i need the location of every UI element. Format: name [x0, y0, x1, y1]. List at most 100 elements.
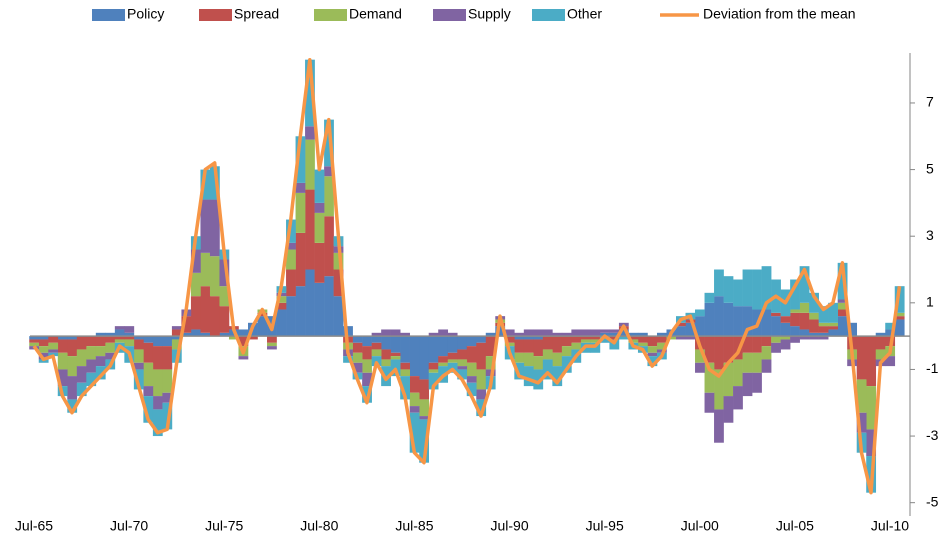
bar-segment: [133, 369, 144, 390]
bar-segment: [438, 356, 449, 363]
bar-segment: [609, 329, 620, 333]
bar-segment: [552, 366, 563, 387]
bar-segment: [324, 216, 334, 277]
bar-segment: [637, 342, 648, 347]
bar-segment: [704, 292, 715, 303]
bar-segment: [371, 349, 382, 357]
bar-segment: [875, 336, 886, 350]
bar-segment: [162, 392, 173, 403]
bar-segment: [885, 356, 896, 367]
bar-segment: [457, 336, 468, 350]
legend-swatch: [199, 9, 232, 21]
bar-segment: [143, 386, 154, 397]
bar-segment: [381, 336, 391, 350]
bar-segment: [742, 372, 753, 397]
bar-segment: [171, 329, 182, 337]
bar-segment: [152, 369, 163, 397]
bar-segment: [723, 302, 734, 337]
bar-segment: [286, 269, 296, 297]
bar-segment: [286, 242, 296, 250]
bar-segment: [514, 352, 525, 363]
bar-segment: [162, 346, 173, 370]
bar-segment: [514, 339, 525, 353]
bar-segment: [286, 219, 296, 243]
bar-segment: [618, 329, 629, 337]
bar-segment: [305, 189, 315, 270]
bar-segment: [57, 339, 68, 353]
bar-segment: [514, 332, 525, 337]
bar-segment: [362, 346, 372, 360]
bar-segment: [799, 266, 810, 303]
bar-segment: [523, 336, 534, 340]
bar-segment: [466, 346, 477, 363]
bar-segment: [666, 336, 677, 340]
bar-segment: [362, 372, 372, 387]
bar-segment: [124, 336, 135, 340]
bar-segment: [267, 336, 277, 343]
bar-segment: [114, 336, 125, 340]
bar-segment: [29, 336, 40, 340]
y-tick-label: 5: [926, 160, 934, 176]
bar-segment: [504, 329, 515, 337]
bar-segment: [571, 329, 582, 337]
bar-segment: [771, 316, 781, 337]
bar-segment: [837, 316, 848, 337]
bar-segment: [295, 192, 306, 233]
bar-segment: [57, 336, 68, 340]
bar-segment: [457, 366, 468, 370]
bar-segment: [837, 262, 848, 300]
bar-segment: [67, 399, 78, 413]
bar-segment: [628, 332, 639, 337]
bar-segment: [343, 326, 353, 337]
bar-segment: [67, 356, 78, 377]
bar-segment: [561, 332, 572, 337]
bar-segment: [856, 336, 867, 380]
bar-segment: [352, 362, 363, 373]
bar-segment: [267, 346, 277, 350]
bar-segment: [38, 346, 49, 353]
bar-segment: [695, 362, 705, 373]
bar-segment: [818, 322, 829, 327]
bar-segment: [457, 359, 468, 367]
bar-segment: [200, 169, 211, 200]
bar-segment: [799, 302, 810, 313]
bar-segment: [647, 356, 658, 367]
bar-segment: [714, 409, 724, 443]
bar-segment: [305, 59, 315, 127]
legend-swatch: [314, 9, 347, 21]
bar-segment: [790, 326, 800, 337]
bar-segment: [609, 336, 620, 340]
bar-segment: [733, 386, 743, 410]
legend-label: Policy: [127, 6, 164, 22]
bar-segment: [856, 412, 867, 433]
bar-segment: [780, 336, 791, 340]
bar-segment: [485, 332, 496, 337]
bar-segment: [723, 396, 734, 423]
y-tick-label: -3: [926, 427, 939, 443]
bar-segment: [799, 336, 810, 340]
bar-segment: [333, 269, 344, 297]
bar-segment: [818, 306, 829, 323]
bar-segment: [438, 329, 449, 337]
bar-segment: [152, 396, 163, 410]
bar-segment: [761, 266, 772, 310]
x-tick-label: Jul-10: [871, 518, 909, 534]
bar-segment: [647, 346, 658, 353]
bar-segment: [181, 316, 192, 333]
bar-segment: [485, 356, 496, 370]
x-tick-label: Jul-95: [586, 518, 624, 534]
bar-segment: [828, 329, 838, 337]
bar-segment: [428, 336, 439, 363]
bar-segment: [533, 369, 544, 390]
bar-segment: [780, 316, 791, 323]
bar-segment: [714, 369, 724, 410]
bar-segment: [295, 182, 306, 193]
legend-label: Spread: [234, 6, 279, 22]
bar-segment: [152, 336, 163, 347]
bar-segment: [523, 339, 534, 353]
bar-segment: [76, 336, 87, 350]
bar-segment: [381, 359, 391, 367]
bar-segment: [57, 352, 68, 370]
bar-segment: [133, 339, 144, 350]
